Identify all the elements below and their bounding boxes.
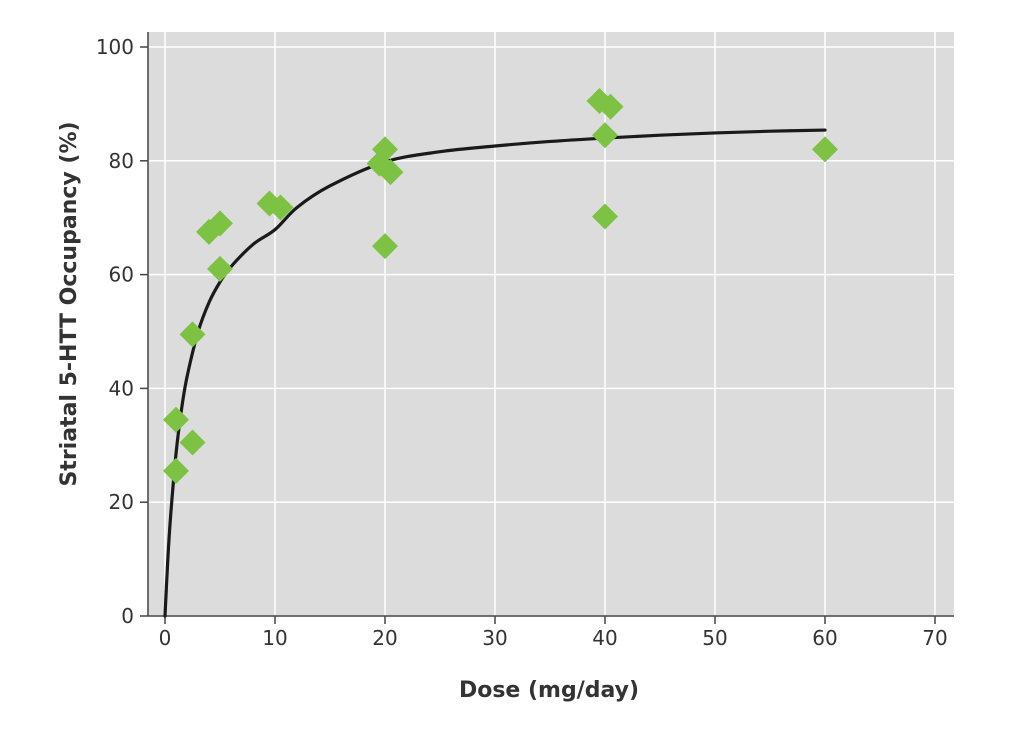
x-tick-label: 40 <box>592 626 617 650</box>
data-point <box>163 457 189 484</box>
data-point <box>372 136 398 163</box>
x-tick-label: 30 <box>482 626 507 650</box>
x-tick-label: 0 <box>159 626 172 650</box>
x-tick-label: 20 <box>372 626 397 650</box>
y-tick-label: 40 <box>109 376 134 400</box>
y-tick-label: 0 <box>121 604 134 628</box>
y-tick-labels: 0 20 40 60 80 100 <box>96 35 148 628</box>
data-point <box>597 93 624 120</box>
data-point <box>207 255 233 282</box>
data-point <box>179 429 206 456</box>
x-tick-label: 60 <box>812 626 837 650</box>
data-point <box>372 233 398 260</box>
x-tick-label: 50 <box>702 626 727 650</box>
data-point <box>377 159 404 186</box>
y-tick-label: 80 <box>109 149 134 173</box>
data-point <box>207 210 233 237</box>
x-axis-title: Dose (mg/day) <box>459 678 639 703</box>
y-tick-label: 100 <box>96 35 134 59</box>
data-point <box>592 203 618 230</box>
data-point <box>267 194 294 221</box>
y-tick-label: 60 <box>109 263 134 287</box>
plot-area <box>148 32 954 616</box>
x-tick-label: 10 <box>262 626 287 650</box>
data-point <box>179 321 206 348</box>
y-axis-title: Striatal 5-HTT Occupancy (%) <box>57 121 82 486</box>
data-points <box>163 88 838 484</box>
x-tick-label: 70 <box>922 626 947 650</box>
data-point <box>812 136 838 163</box>
y-tick-label: 20 <box>109 490 134 514</box>
data-point <box>592 122 618 149</box>
grid-lines <box>148 32 954 617</box>
x-tick-labels: 0 10 20 30 40 50 60 70 <box>159 616 948 650</box>
data-point <box>163 406 189 433</box>
